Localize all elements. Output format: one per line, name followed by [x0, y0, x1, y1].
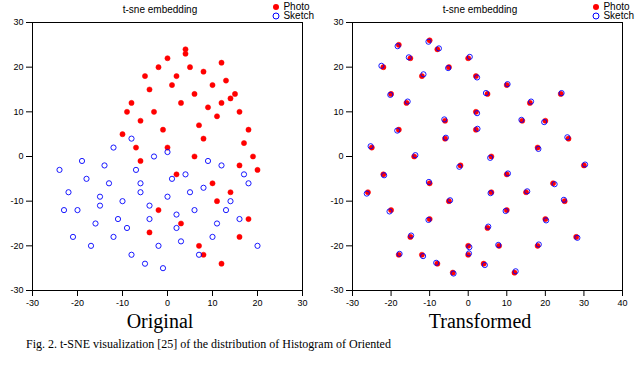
html-text:Photo: Photo	[603, 0, 630, 12]
svg-text:40: 40	[617, 298, 627, 308]
html-text:Photo: Photo	[283, 0, 310, 12]
svg-text:-20: -20	[10, 241, 23, 251]
html-text:t-sne embedding: t-sne embedding	[122, 4, 198, 15]
svg-text:-30: -30	[346, 298, 359, 308]
svg-text:20: 20	[252, 298, 262, 308]
html-text:Transformed: Transformed	[428, 310, 532, 332]
html-text:Sketch: Sketch	[603, 9, 634, 21]
svg-text:30: 30	[297, 298, 307, 308]
svg-text:-10: -10	[116, 298, 129, 308]
svg-text:0: 0	[165, 298, 170, 308]
svg-text:20: 20	[13, 62, 23, 72]
svg-text:30: 30	[13, 18, 23, 27]
svg-text:10: 10	[13, 107, 23, 117]
svg-text:10: 10	[502, 298, 512, 308]
svg-text:-10: -10	[330, 196, 343, 206]
svg-text:-20: -20	[71, 298, 84, 308]
svg-text:10: 10	[207, 298, 217, 308]
html-text:Fig. 2. t-SNE visualization [2: Fig. 2. t-SNE visualization [25] of the …	[26, 337, 391, 351]
html-text:Original: Original	[126, 310, 194, 332]
svg-text:30: 30	[579, 298, 589, 308]
svg-text:30: 30	[333, 18, 343, 27]
svg-text:-20: -20	[330, 241, 343, 251]
html-text:Sketch: Sketch	[283, 9, 314, 21]
svg-text:-20: -20	[385, 298, 398, 308]
svg-text:20: 20	[540, 298, 550, 308]
svg-text:-30: -30	[10, 285, 23, 295]
svg-text:0: 0	[338, 151, 343, 161]
svg-text:20: 20	[333, 62, 343, 72]
svg-text:-30: -30	[26, 298, 39, 308]
svg-text:0: 0	[18, 151, 23, 161]
svg-text:-10: -10	[423, 298, 436, 308]
svg-text:0: 0	[466, 298, 471, 308]
svg-text:10: 10	[333, 107, 343, 117]
html-text:t-sne embedding: t-sne embedding	[442, 4, 518, 15]
svg-text:-10: -10	[10, 196, 23, 206]
svg-text:-30: -30	[330, 285, 343, 295]
